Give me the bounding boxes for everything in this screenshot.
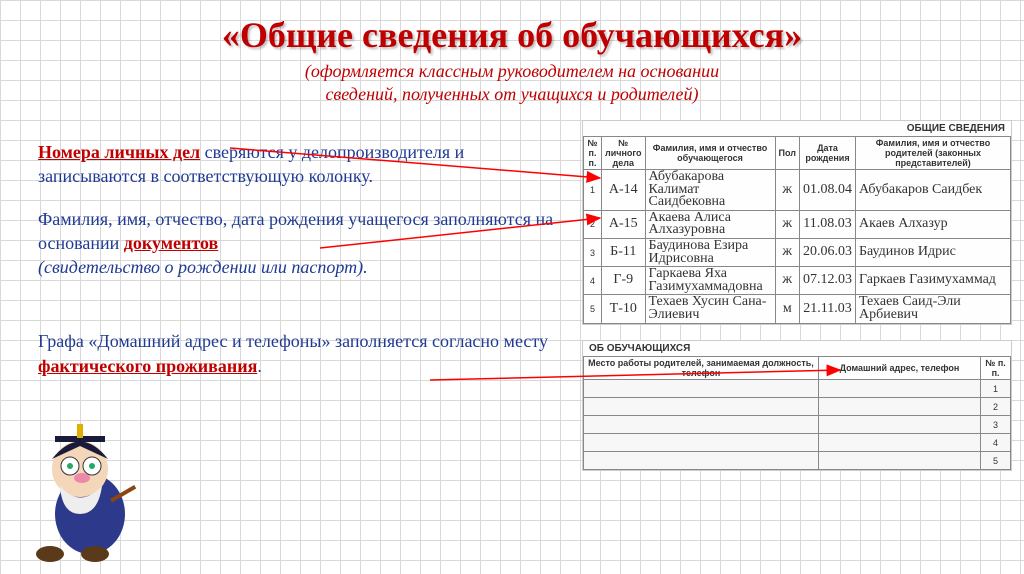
table-row: 3Б-11Баудинова Езира Идрисовнаж20.06.03Б… — [584, 238, 1011, 266]
form1-table: № п. п. № личного дела Фамилия, имя и от… — [583, 136, 1011, 324]
table-row: 3 — [584, 416, 1011, 434]
p2-italic: (свидетельство о рождении или паспорт). — [38, 257, 368, 277]
form2-heading: ОБ ОБУЧАЮЩИХСЯ — [583, 341, 1011, 356]
form2-col2: Домашний адрес, телефон — [818, 357, 980, 380]
table-row: 5 — [584, 452, 1011, 470]
table-row: 4 — [584, 434, 1011, 452]
table-row: 1 — [584, 380, 1011, 398]
paragraph-3: Графа «Домашний адрес и телефоны» заполн… — [38, 329, 558, 378]
table-row: 4Г-9Гаркаева Яха Газимухаммадовнаж07.12.… — [584, 267, 1011, 295]
subtitle-line2: сведений, полученных от учащихся и родит… — [325, 84, 698, 104]
col-fio: Фамилия, имя и отчество обучающегося — [645, 137, 775, 170]
paragraph-2: Фамилия, имя, отчество, дата рождения уч… — [38, 207, 558, 280]
slide-title: «Общие сведения об обучающихся» — [0, 0, 1024, 56]
form-general-info: ОБЩИЕ СВЕДЕНИЯ № п. п. № личного дела Фа… — [582, 120, 1012, 325]
slide-subtitle: (оформляется классным руководителем на о… — [0, 60, 1024, 107]
col-n: № п. п. — [584, 137, 602, 170]
p2-bold: документов — [124, 233, 218, 253]
form1-heading: ОБЩИЕ СВЕДЕНИЯ — [583, 121, 1011, 136]
table-row: 1А-14Абубакарова Калимат Саидбековнаж01.… — [584, 170, 1011, 211]
table-row: 5Т-10Техаев Хусин Сана-Элиевичм21.11.03Т… — [584, 295, 1011, 323]
col-ld: № личного дела — [602, 137, 646, 170]
p2-text: Фамилия, имя, отчество, дата рождения уч… — [38, 209, 553, 253]
table-row: 2 — [584, 398, 1011, 416]
subtitle-line1: (оформляется классным руководителем на о… — [305, 61, 719, 81]
form-about-students: ОБ ОБУЧАЮЩИХСЯ Место работы родителей, з… — [582, 340, 1012, 471]
body-text-block: Номера личных дел сверяются у делопроизв… — [38, 140, 558, 396]
professor-icon — [10, 414, 140, 564]
col-dr: Дата рождения — [800, 137, 856, 170]
col-parents: Фамилия, имя и отчество родителей (закон… — [856, 137, 1011, 170]
form2-table: Место работы родителей, занимаемая должн… — [583, 356, 1011, 470]
p3-bold: фактического проживания — [38, 356, 257, 376]
form2-col3: № п. п. — [981, 357, 1011, 380]
table-row: 2А-15Акаева Алиса Алхазуровнаж11.08.03Ак… — [584, 210, 1011, 238]
p3-dot: . — [257, 356, 262, 376]
form2-col1: Место работы родителей, занимаемая должн… — [584, 357, 819, 380]
p3-text: Графа «Домашний адрес и телефоны» заполн… — [38, 331, 548, 351]
paragraph-1: Номера личных дел сверяются у делопроизв… — [38, 140, 558, 189]
col-pol: Пол — [775, 137, 799, 170]
p1-lead: Номера личных дел — [38, 142, 200, 162]
